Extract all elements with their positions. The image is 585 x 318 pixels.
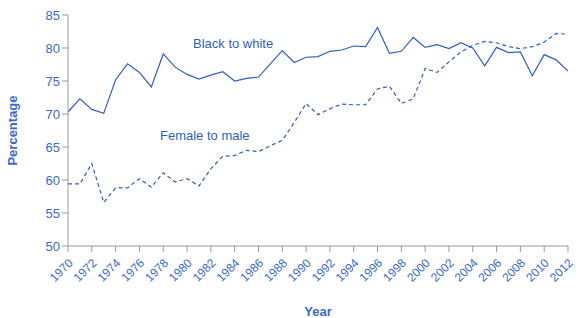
svg-text:2004: 2004 [452,256,481,285]
svg-text:Percentage: Percentage [8,95,20,165]
svg-text:70: 70 [46,107,60,122]
svg-text:1978: 1978 [142,256,171,285]
svg-text:65: 65 [46,140,60,155]
svg-text:Year: Year [304,304,331,318]
svg-text:85: 85 [46,8,60,23]
svg-text:1974: 1974 [95,256,124,285]
svg-text:1982: 1982 [190,256,219,285]
svg-text:2006: 2006 [476,256,505,285]
svg-text:50: 50 [46,239,60,254]
svg-text:2000: 2000 [404,256,433,285]
svg-text:1972: 1972 [71,256,100,285]
svg-text:80: 80 [46,41,60,56]
svg-text:1998: 1998 [380,256,409,285]
svg-text:1994: 1994 [333,256,362,285]
svg-text:1986: 1986 [237,256,266,285]
svg-text:2010: 2010 [523,256,552,285]
svg-text:1992: 1992 [309,256,338,285]
svg-text:1988: 1988 [261,256,290,285]
svg-text:1996: 1996 [357,256,386,285]
svg-text:75: 75 [46,74,60,89]
svg-text:1984: 1984 [214,256,243,285]
svg-text:2002: 2002 [428,256,457,285]
svg-text:60: 60 [46,173,60,188]
svg-text:1980: 1980 [166,256,195,285]
svg-text:2008: 2008 [499,256,528,285]
svg-text:55: 55 [46,206,60,221]
html-text:Black to white: Black to white [193,36,274,51]
svg-text:1990: 1990 [285,256,314,285]
svg-text:1976: 1976 [118,256,147,285]
svg-text:2012: 2012 [547,256,576,285]
html-text:Female to male: Female to male [160,128,250,143]
svg-text:1970: 1970 [47,256,76,285]
